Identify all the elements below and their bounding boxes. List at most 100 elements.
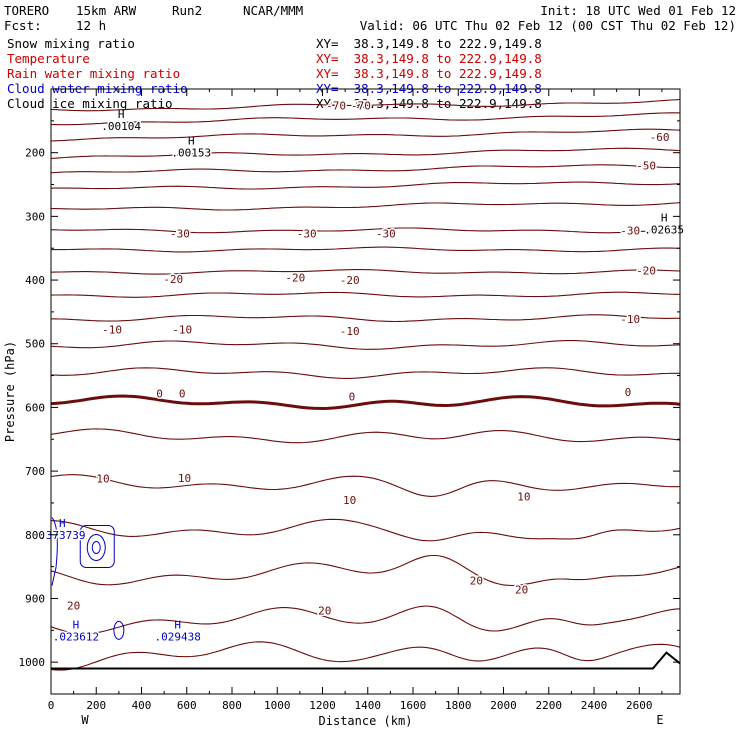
contour-label: -50 bbox=[636, 159, 656, 172]
contour-line-5 bbox=[50, 428, 681, 444]
contour-line-minus60 bbox=[50, 128, 681, 142]
legend-field-name: Snow mixing ratio bbox=[7, 36, 135, 51]
plot-frame bbox=[50, 88, 681, 695]
maximum-value: .00104 bbox=[101, 120, 141, 133]
x-tick-label: 1600 bbox=[400, 699, 427, 712]
x-end-label-east: E bbox=[656, 713, 663, 727]
y-tick-label: 800 bbox=[25, 529, 45, 542]
contour-label: -70 bbox=[351, 100, 371, 113]
contour-line-minus45 bbox=[50, 181, 681, 190]
contour-line-25 bbox=[50, 605, 681, 635]
legend-field-xy: XY= 38.3,149.8 to 222.9,149.8 bbox=[316, 66, 542, 81]
contour-line-15 bbox=[50, 518, 681, 542]
contour-label: 20 bbox=[67, 599, 80, 612]
cloud-water-contour bbox=[91, 541, 101, 555]
x-tick-label: 2600 bbox=[626, 699, 653, 712]
cloud-water-contour bbox=[79, 525, 115, 569]
x-tick-label: 200 bbox=[86, 699, 106, 712]
contour-label: -10 bbox=[340, 325, 360, 338]
x-axis-title: Distance (km) bbox=[319, 714, 413, 728]
contour-line-minus5 bbox=[50, 367, 680, 379]
contour-label: -20 bbox=[285, 272, 305, 285]
maximum-mark: H bbox=[188, 135, 195, 148]
contour-label: -20 bbox=[340, 274, 360, 287]
legend-field-xy: XY= 38.3,149.8 to 222.9,149.8 bbox=[316, 36, 542, 51]
contour-line-minus40 bbox=[50, 202, 681, 211]
x-tick-label: 1200 bbox=[309, 699, 336, 712]
header-run: Run2 bbox=[172, 3, 203, 18]
x-tick-label: 1400 bbox=[355, 699, 382, 712]
maximum-mark: H bbox=[73, 619, 80, 632]
y-tick-label: 300 bbox=[25, 210, 45, 223]
contour-label: 0 bbox=[349, 391, 356, 404]
contour-line-20 bbox=[50, 554, 681, 587]
contour-label: 0 bbox=[179, 387, 186, 400]
contour-line-minus70 bbox=[50, 98, 681, 112]
contour-line-0 bbox=[50, 394, 681, 411]
contour-line-minus15 bbox=[50, 314, 681, 323]
header-fcst-value: 12 h bbox=[76, 18, 107, 33]
contour-line-10 bbox=[50, 474, 681, 497]
header-init: Init: 18 UTC Wed 01 Feb 12 bbox=[540, 3, 736, 18]
y-tick-label: 200 bbox=[25, 147, 45, 160]
contour-label: -10 bbox=[172, 324, 192, 337]
y-axis-title: Pressure (hPa) bbox=[3, 341, 17, 442]
legend-field-name: Cloud ice mixing ratio bbox=[7, 96, 173, 111]
maximum-value: .00153 bbox=[171, 147, 211, 160]
contour-label: 20 bbox=[515, 584, 528, 597]
maximum-mark: H bbox=[661, 212, 668, 225]
maximum-mark: H bbox=[118, 108, 125, 121]
maximum-mark: H bbox=[59, 517, 66, 530]
legend-field-xy: XY= 38.3,149.8 to 222.9,149.8 bbox=[316, 96, 542, 111]
contour-line-minus35 bbox=[50, 227, 681, 234]
contour-label: -30 bbox=[297, 228, 317, 241]
y-tick-label: 1000 bbox=[19, 656, 46, 669]
legend-field-xy: XY= 38.3,149.8 to 222.9,149.8 bbox=[316, 51, 542, 66]
header-fcst-label: Fcst: bbox=[4, 18, 42, 33]
maximum-mark: H bbox=[174, 619, 181, 632]
header-org: NCAR/MMM bbox=[243, 3, 304, 18]
temperature-contours bbox=[50, 98, 681, 671]
contour-label: -20 bbox=[163, 273, 183, 286]
maximum-value: .373739 bbox=[39, 529, 85, 542]
x-end-label-west: W bbox=[81, 713, 89, 727]
x-tick-label: 800 bbox=[222, 699, 242, 712]
contour-label: 0 bbox=[625, 386, 632, 399]
maximum-value: .023612 bbox=[53, 631, 99, 644]
y-tick-label: 400 bbox=[25, 274, 45, 287]
contour-line-30 bbox=[50, 641, 681, 671]
cloud-water-contour bbox=[86, 534, 106, 562]
contour-label: 20 bbox=[470, 575, 483, 588]
contour-label: 10 bbox=[178, 472, 191, 485]
x-tick-label: 600 bbox=[177, 699, 197, 712]
contour-line-minus20 bbox=[50, 291, 681, 298]
y-tick-label: 500 bbox=[25, 338, 45, 351]
contour-line-minus25 bbox=[50, 269, 681, 275]
cloud-water-contour bbox=[51, 517, 58, 586]
x-tick-label: 400 bbox=[132, 699, 152, 712]
contour-label: 10 bbox=[343, 494, 356, 507]
contour-line-minus65 bbox=[50, 112, 681, 126]
contour-label: -20 bbox=[636, 265, 656, 278]
y-tick-label: 900 bbox=[25, 592, 45, 605]
terrain-line bbox=[51, 651, 681, 670]
x-tick-label: 2000 bbox=[490, 699, 517, 712]
maximum-value: .02635 bbox=[644, 224, 684, 237]
contour-label: 10 bbox=[96, 473, 109, 486]
contour-label: 0 bbox=[156, 387, 163, 400]
cloud-water-contour bbox=[113, 620, 125, 640]
legend-field-name: Temperature bbox=[7, 51, 90, 66]
contour-label: -30 bbox=[620, 224, 640, 237]
x-tick-label: 2200 bbox=[536, 699, 563, 712]
y-tick-label: 700 bbox=[25, 465, 45, 478]
contour-label: -30 bbox=[376, 228, 396, 241]
contour-label: 20 bbox=[318, 605, 331, 618]
x-tick-label: 0 bbox=[48, 699, 55, 712]
y-tick-label: 600 bbox=[25, 401, 45, 414]
contour-label: -10 bbox=[620, 313, 640, 326]
contour-line-minus50 bbox=[50, 164, 680, 174]
header-resolution: 15km ARW bbox=[76, 3, 137, 18]
maximum-value: .029438 bbox=[155, 631, 201, 644]
header-valid: Valid: 06 UTC Thu 02 Feb 12 (00 CST Thu … bbox=[359, 18, 736, 33]
